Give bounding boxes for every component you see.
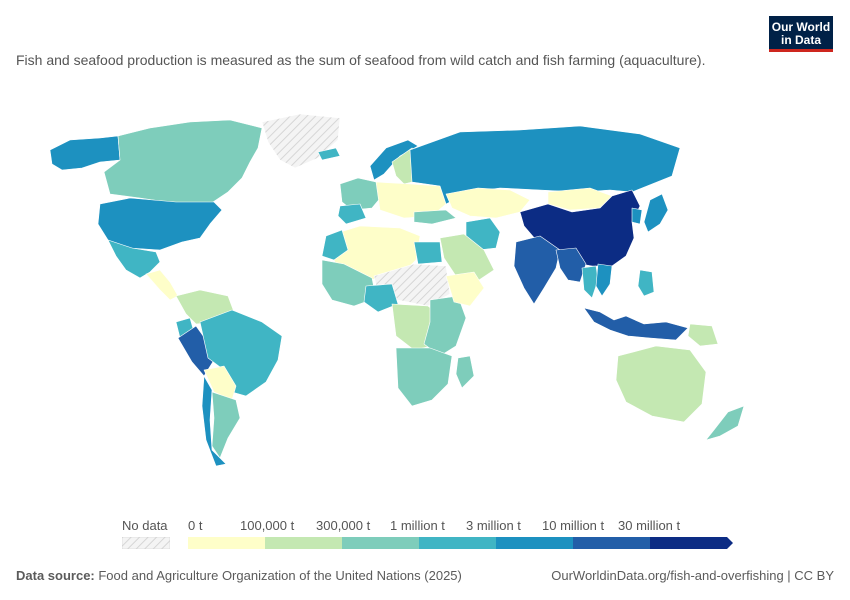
logo-line-1: Our World <box>771 20 831 34</box>
region-japan[interactable] <box>643 193 669 233</box>
legend-swatch-4[interactable] <box>496 537 573 549</box>
region-nigeria[interactable] <box>363 283 399 313</box>
region-canada[interactable] <box>103 119 263 205</box>
region-morocco[interactable] <box>321 229 349 261</box>
legend-label-3: 1 million t <box>390 518 445 533</box>
data-source: Data source: Food and Agriculture Organi… <box>16 568 462 583</box>
region-mexico[interactable] <box>107 239 161 279</box>
region-east-africa[interactable] <box>423 295 467 357</box>
region-madagascar[interactable] <box>455 355 475 389</box>
owid-logo[interactable]: Our World in Data <box>769 16 833 52</box>
legend-label-5: 10 million t <box>542 518 605 533</box>
legend-arrow-icon <box>727 537 733 549</box>
world-map <box>49 113 745 467</box>
region-thailand[interactable] <box>581 265 599 299</box>
region-india[interactable] <box>513 235 561 305</box>
map-legend: No data 0 t 100,000 t 300,000 t 1 million t… <box>0 515 850 555</box>
region-korea[interactable] <box>631 207 643 225</box>
region-russia[interactable] <box>409 125 681 205</box>
legend-swatch-6[interactable] <box>650 537 727 549</box>
legend-swatch-5[interactable] <box>573 537 650 549</box>
region-egypt[interactable] <box>413 241 443 265</box>
legend-swatch-2[interactable] <box>342 537 419 549</box>
logo-line-2: in Data <box>780 33 821 47</box>
legend-no-data-swatch <box>122 537 170 549</box>
region-indonesia[interactable] <box>583 307 689 341</box>
legend-label-6: 30 million t <box>618 518 681 533</box>
legend-swatch-0[interactable] <box>188 537 265 549</box>
region-central-america[interactable] <box>145 269 179 301</box>
region-united-states[interactable] <box>97 197 223 251</box>
legend-label-2: 300,000 t <box>316 518 371 533</box>
legend-label-1: 100,000 t <box>240 518 295 533</box>
region-spain[interactable] <box>337 203 367 225</box>
legend-swatch-3[interactable] <box>419 537 496 549</box>
legend-no-data-label: No data <box>122 518 168 533</box>
region-philippines[interactable] <box>637 269 655 297</box>
region-papua-new-guinea[interactable] <box>687 323 719 347</box>
region-brazil[interactable] <box>199 309 283 397</box>
region-eastern-europe[interactable] <box>375 181 447 219</box>
region-alaska[interactable] <box>49 135 121 171</box>
data-source-text: Food and Agriculture Organization of the… <box>94 568 462 583</box>
region-chile[interactable] <box>201 375 227 467</box>
region-southern-africa[interactable] <box>395 347 453 407</box>
region-new-zealand[interactable] <box>705 405 745 441</box>
region-australia[interactable] <box>615 345 707 423</box>
region-saudi-arabia[interactable] <box>439 233 495 283</box>
region-greenland[interactable] <box>261 113 341 169</box>
region-iceland[interactable] <box>317 147 341 161</box>
legend-swatch-1[interactable] <box>265 537 342 549</box>
region-bolivia-paraguay[interactable] <box>203 365 237 401</box>
region-turkey[interactable] <box>413 209 457 225</box>
legend-label-4: 3 million t <box>466 518 521 533</box>
region-argentina[interactable] <box>211 391 241 459</box>
legend-label-0: 0 t <box>188 518 203 533</box>
region-western-europe[interactable] <box>339 177 383 211</box>
region-kazakhstan[interactable] <box>445 187 531 219</box>
region-vietnam[interactable] <box>595 263 613 297</box>
chart-subtitle: Fish and seafood production is measured … <box>16 52 706 68</box>
source-link[interactable]: OurWorldinData.org/fish-and-overfishing … <box>551 568 834 583</box>
region-horn-of-africa[interactable] <box>445 271 485 307</box>
data-source-prefix: Data source: <box>16 568 95 583</box>
region-bangladesh-myanmar[interactable] <box>555 247 587 283</box>
